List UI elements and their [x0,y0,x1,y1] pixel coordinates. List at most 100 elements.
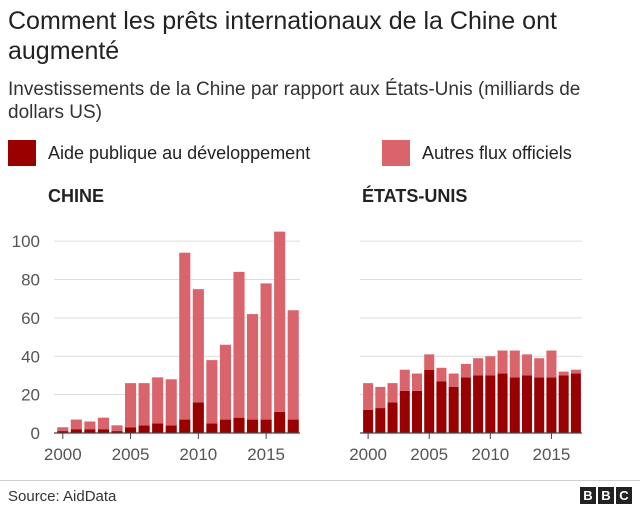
bar-chine-oof [274,231,286,412]
bbc-logo-letter: B [580,487,596,504]
legend-label-oof: Autres flux officiels [422,142,572,163]
bar-chine-oof [111,425,123,432]
bar-chine-oda [206,423,218,433]
bar-chine-oda [233,417,245,433]
bar-etats-unis-oda [509,377,520,433]
bar-etats-unis-oof [473,358,484,376]
x-tick-label: 2000 [44,445,82,464]
x-tick-label: 2015 [247,445,285,464]
bar-chine-oof [138,383,150,426]
panel-title-etats-unis: ÉTATS-UNIS [362,185,467,206]
bar-chine-oof [179,252,191,420]
bar-chine-oof [287,310,299,420]
y-tick-label: 100 [12,232,40,251]
y-tick-label: 80 [21,271,40,290]
chart-subtitle: Investissements de la Chine par rapport … [8,79,581,123]
bar-chine-oof [246,314,259,420]
bar-chine-oof [57,427,69,432]
source-note: Source: AidData [8,488,117,505]
bar-etats-unis-oof [460,363,471,378]
bar-charts: CHINE 0 20 40 60 80 100 2000 2005 2010 2015 ÉTATS-U… [12,185,582,464]
legend-swatch-oof [382,140,410,166]
y-tick-label: 0 [31,424,40,443]
bar-etats-unis-oof [570,369,581,374]
x-tick-label: 2015 [533,445,571,464]
bar-etats-unis-oda [424,369,435,433]
bar-etats-unis-oda [448,386,459,433]
bar-chine-oda [138,425,150,433]
chart-title: Comment les prêts internationaux de la C… [8,7,557,65]
bar-etats-unis-oof [436,367,447,382]
x-tick-label: 2005 [410,445,448,464]
bar-etats-unis-oda [460,377,471,433]
bar-etats-unis-oda [497,373,508,433]
x-tick-label: 2010 [471,445,509,464]
bar-chine-oof [124,383,137,428]
bar-chine-oda [260,419,272,433]
bar-etats-unis-oof [509,350,520,378]
bbc-logo: B B C [580,487,632,504]
bar-chine-oof [206,360,218,424]
bar-chine-oda [97,429,110,433]
legend-label-oda: Aide publique au développement [48,142,311,163]
footer-divider [0,480,640,481]
x-tick-label: 2000 [349,445,387,464]
y-tick-label: 60 [21,309,40,328]
bar-chine-oda [70,429,82,433]
bar-etats-unis-oof [448,373,459,387]
bar-etats-unis-oda [534,377,545,433]
bar-etats-unis-oof [387,383,398,403]
bar-etats-unis-oof [399,369,410,391]
y-tick-label: 40 [21,347,40,366]
bar-chine-oof [84,421,96,430]
x-tick-label: 2010 [179,445,217,464]
legend-swatch-oda [8,140,36,166]
bar-etats-unis-oof [534,358,545,378]
bar-etats-unis-oof [558,371,569,376]
panel-title-chine: CHINE [48,186,104,206]
bar-chine-oda [287,419,299,433]
y-tick-label: 20 [21,386,40,405]
bar-chine-oda [246,419,259,433]
bar-etats-unis-oda [411,390,423,433]
bbc-logo-letter: B [598,487,614,504]
legend-item-oof: Autres flux officiels [382,140,572,166]
bar-etats-unis-oof [546,350,557,378]
bar-chine-oda [219,419,232,433]
x-tick-label: 2005 [112,445,150,464]
bar-chine-oda [179,419,191,433]
bar-etats-unis-oof [375,386,386,409]
bar-chine-oda [152,423,164,433]
bar-etats-unis-oda [387,402,398,433]
bar-etats-unis-oda [363,409,374,433]
bar-chine-oda [111,431,123,433]
bar-etats-unis-oof [424,354,435,370]
bar-etats-unis-oda [485,375,496,433]
bar-etats-unis-oof [485,356,496,376]
bar-etats-unis-oda [473,375,484,433]
bar-chine-oda [124,427,137,433]
bar-etats-unis-oda [521,375,533,433]
bar-chine-oof [233,271,245,418]
bar-etats-unis-oda [546,377,557,433]
bar-chine-oof [192,289,204,403]
bar-etats-unis-oda [399,390,410,433]
bar-chine-oda [274,411,286,433]
bar-etats-unis-oda [570,373,581,433]
bar-chine-oof [219,344,232,420]
bar-chine-oda [57,431,69,433]
bar-etats-unis-oda [375,408,386,433]
bar-etats-unis-oof [521,354,533,376]
bar-chine-oof [260,283,272,420]
bar-etats-unis-oof [411,373,423,391]
bar-chine-oda [165,425,177,433]
bar-chine-oda [84,429,96,433]
bar-etats-unis-oof [497,350,508,374]
bbc-logo-letter: C [616,487,632,504]
bar-chine-oof [152,377,164,424]
bar-chine-oof [97,417,110,430]
bar-etats-unis-oda [558,375,569,433]
bar-chine-oof [165,379,177,426]
bar-chine-oof [70,419,82,430]
legend-item-oda: Aide publique au développement [8,140,310,166]
